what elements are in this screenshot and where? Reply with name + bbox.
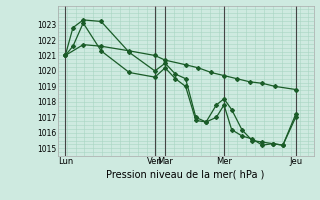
X-axis label: Pression niveau de la mer( hPa ): Pression niveau de la mer( hPa )	[107, 169, 265, 179]
